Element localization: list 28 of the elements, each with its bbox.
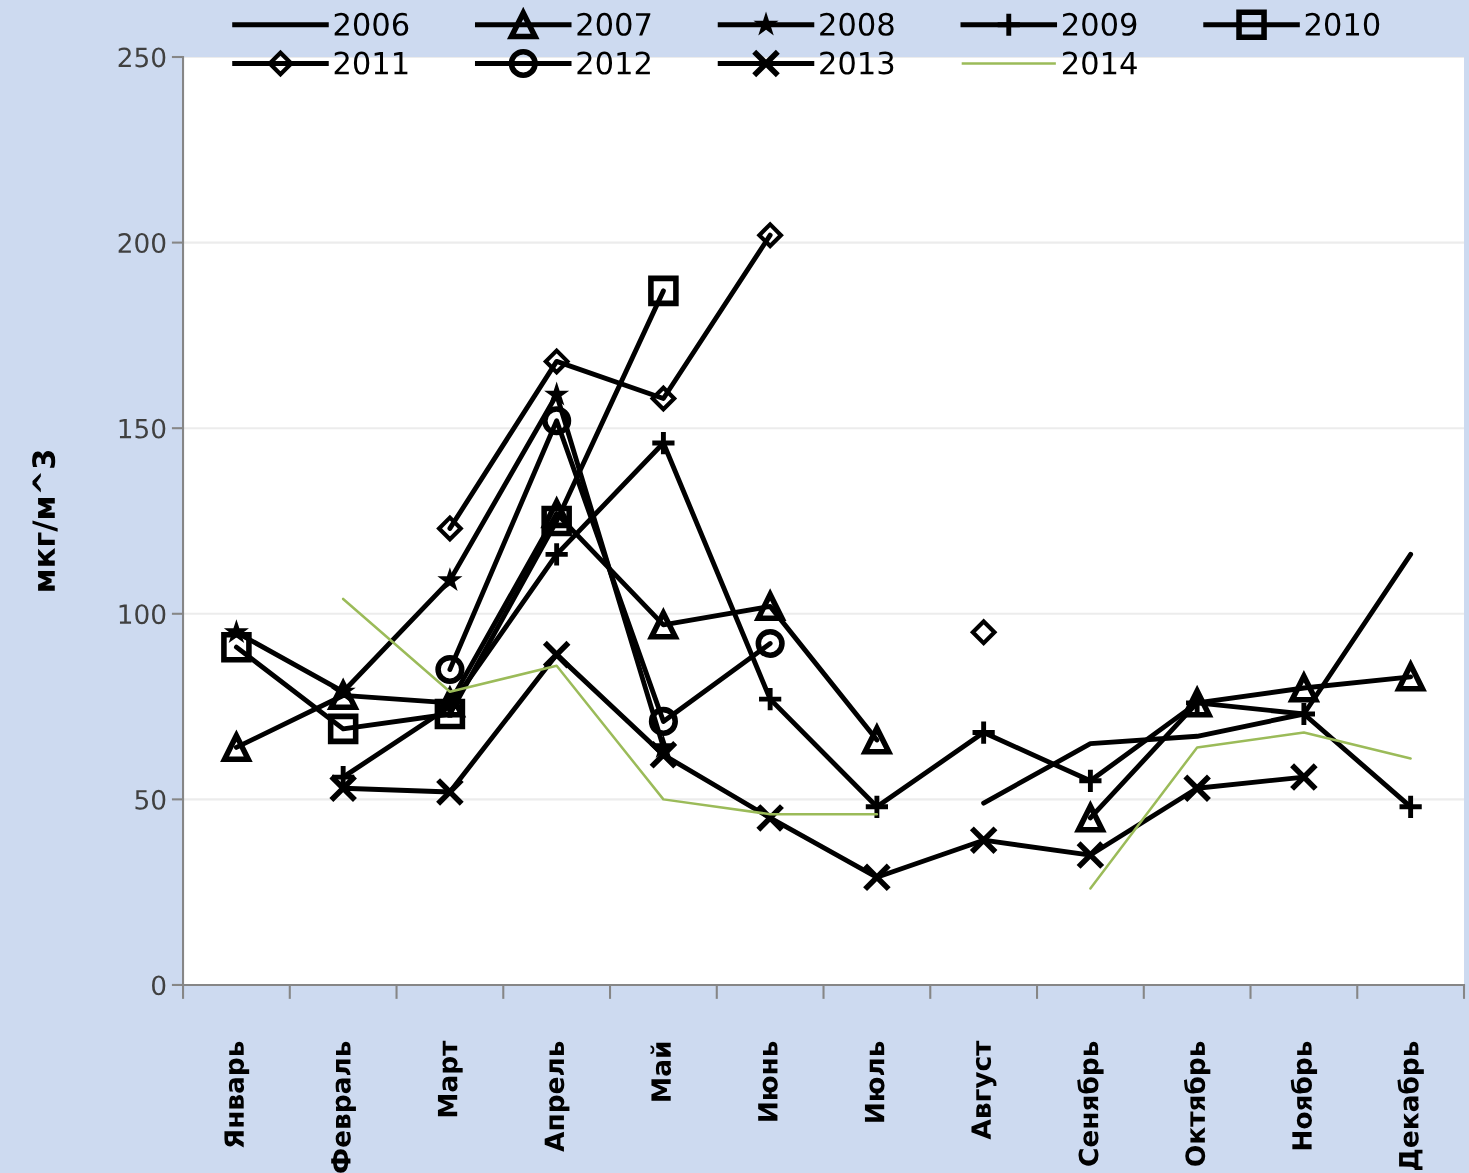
- y-tick-label: 200: [118, 233, 166, 253]
- x-tick-label: Февраль: [331, 1041, 356, 1173]
- x-tick-label: Август: [971, 1040, 997, 1140]
- x-tick-label: Ноябрь: [1290, 1041, 1318, 1150]
- x-tick-label: Октябрь: [1183, 1041, 1211, 1166]
- legend-label: 2011: [334, 51, 408, 75]
- x-tick-label: Март: [437, 1040, 463, 1117]
- x-tick-label: Декабрь: [1397, 1041, 1424, 1171]
- y-tick-label: 150: [119, 418, 166, 439]
- x-tick-label: Январь: [224, 1041, 250, 1148]
- legend-label: 2006: [334, 12, 409, 36]
- legend-label: 2014: [1062, 51, 1137, 75]
- legend-label: 2009: [1062, 12, 1137, 36]
- x-tick-label: Июль: [864, 1041, 885, 1122]
- legend-label: 2012: [577, 51, 650, 75]
- y-tick-label: 50: [135, 789, 166, 810]
- x-tick-label: Май: [650, 1042, 672, 1101]
- y-tick-label: 0: [152, 975, 166, 996]
- y-tick-label: 100: [119, 604, 166, 625]
- y-tick-label: 250: [118, 47, 166, 68]
- x-tick-label: Апрель: [544, 1041, 570, 1152]
- x-tick-label: Июнь: [758, 1041, 778, 1121]
- x-tick-label: Сенябрь: [1077, 1041, 1104, 1166]
- legend-label: 2010: [1305, 12, 1380, 36]
- legend-label: 2008: [820, 12, 894, 36]
- legend-label: 2013: [820, 51, 894, 75]
- y-axis-title: мкг/м^3: [32, 451, 58, 591]
- legend-label: 2007: [577, 12, 651, 36]
